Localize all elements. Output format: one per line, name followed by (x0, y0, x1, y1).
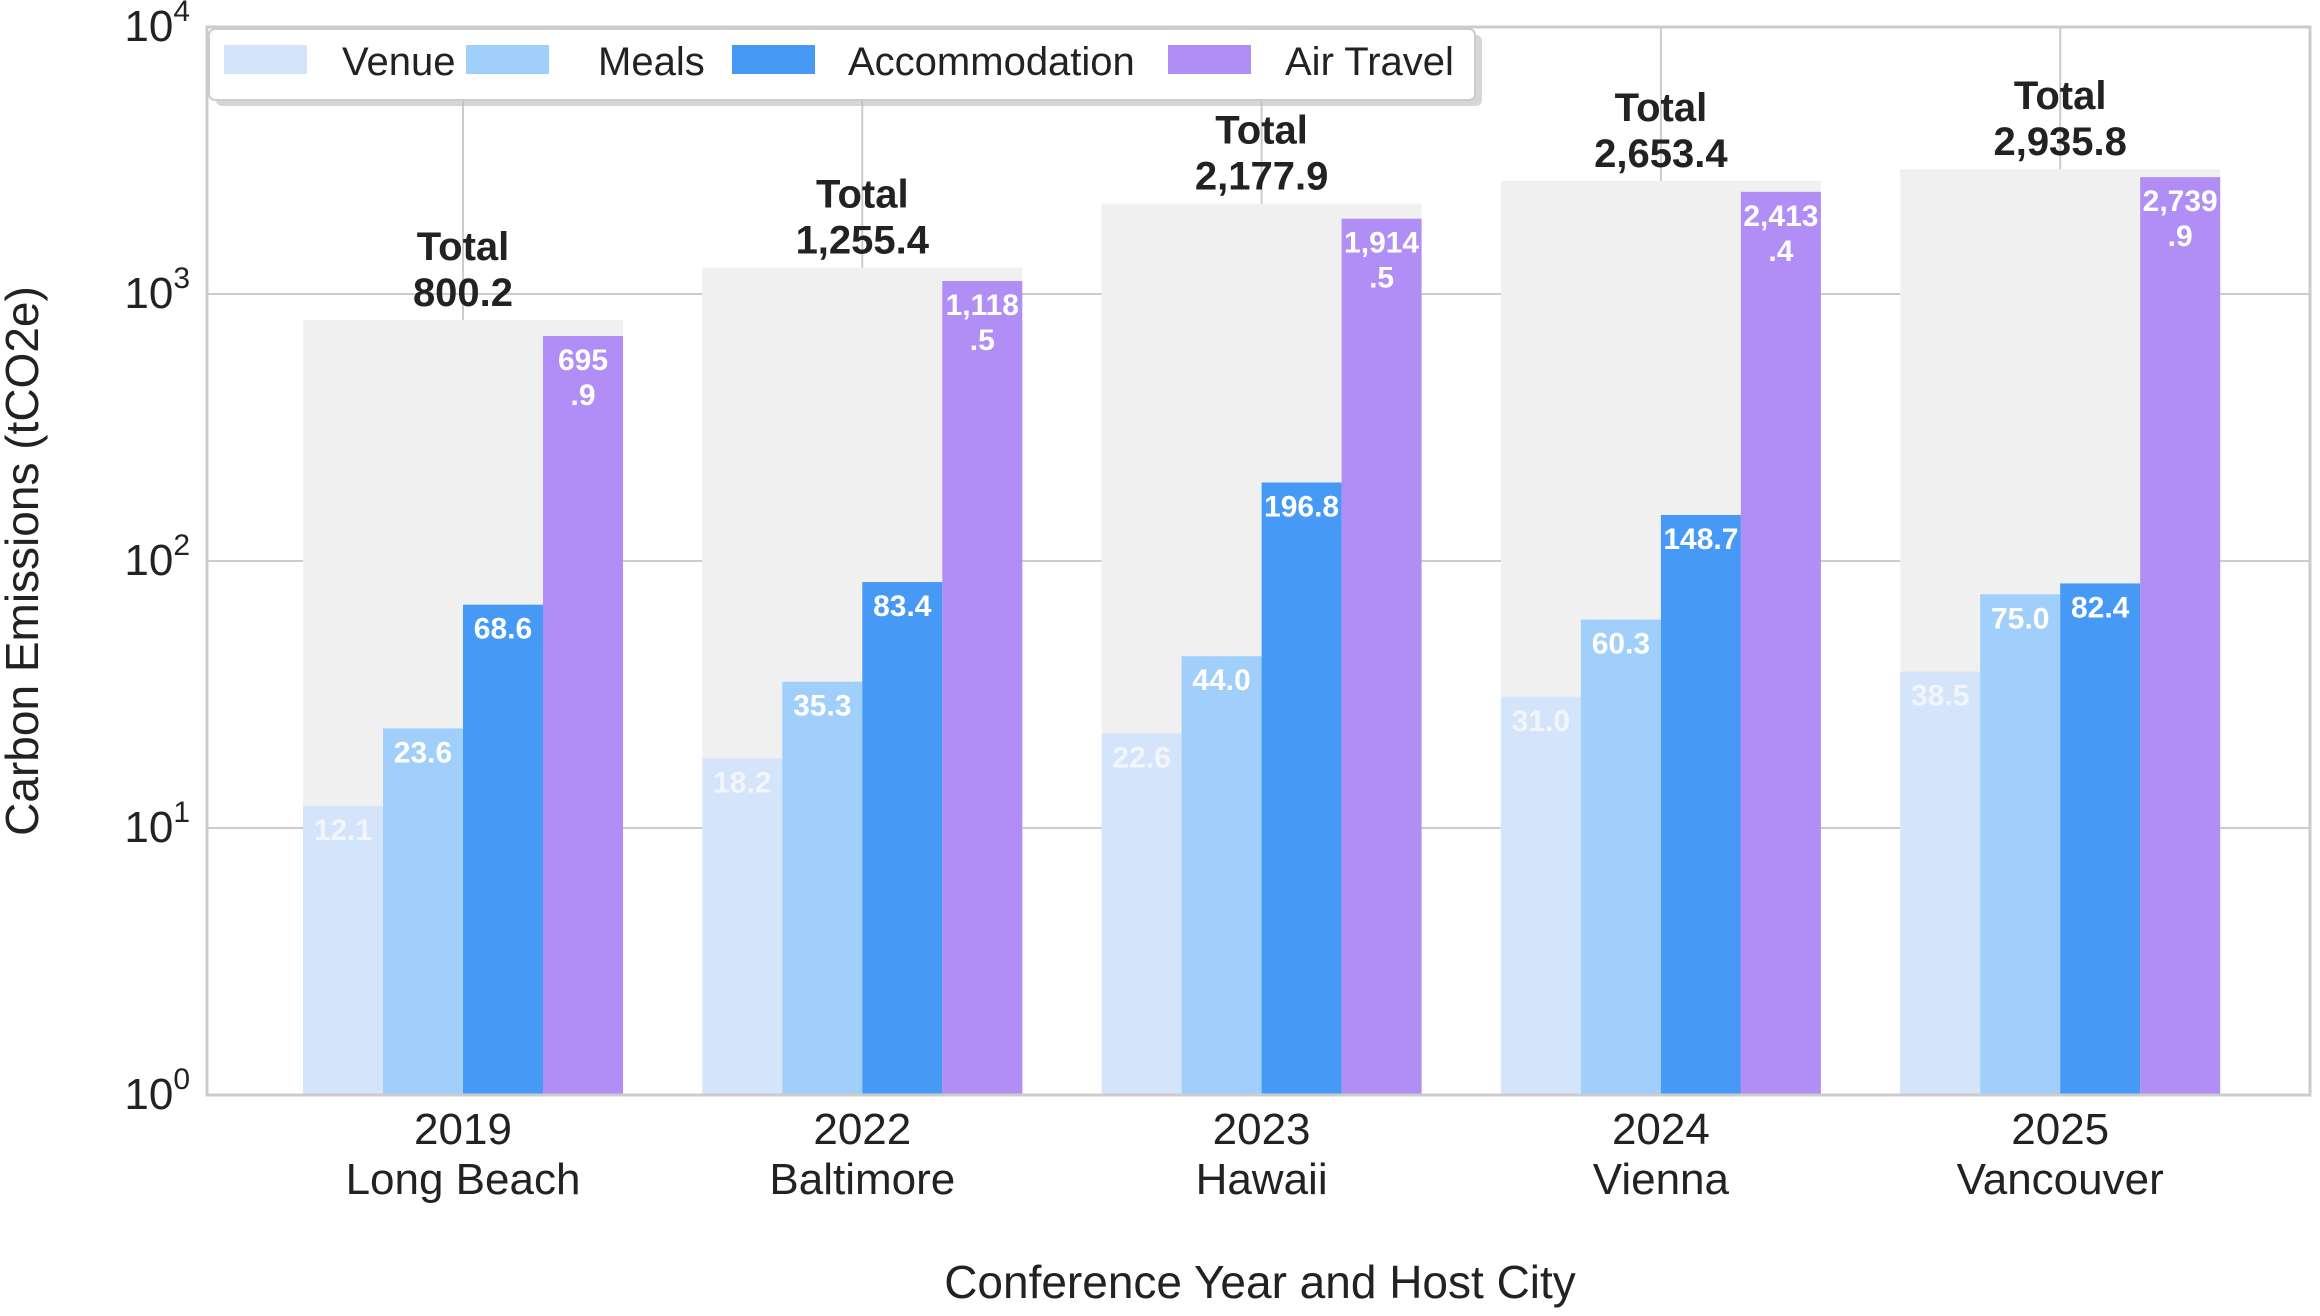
data-label: 38.5 (1911, 680, 1969, 713)
bar-air-travel (2140, 177, 2221, 1096)
data-label: 68.6 (474, 613, 532, 646)
x-tick-city: Hawaii (1196, 1155, 1328, 1204)
x-axis-title: Conference Year and Host City (944, 1256, 1576, 1308)
y-tick-label: 102 (124, 529, 190, 585)
bar-venue (1900, 671, 1981, 1095)
bar-meals (1181, 656, 1262, 1095)
x-tick-year: 2019 (414, 1105, 512, 1154)
x-tick-year: 2022 (813, 1105, 911, 1154)
total-value: 800.2 (413, 271, 513, 315)
y-tick-label: 101 (124, 796, 190, 852)
data-label: 148.7 (1663, 523, 1738, 556)
data-label: .5 (1369, 262, 1394, 295)
legend-label-venue: Venue (342, 40, 455, 84)
legend-label-meals: Meals (598, 40, 705, 84)
bar-air-travel (543, 336, 623, 1095)
total-heading: Total (816, 173, 909, 217)
x-tick-year: 2025 (2011, 1105, 2109, 1154)
legend-label-accommodation: Accommodation (848, 40, 1135, 84)
data-label: .5 (970, 324, 995, 357)
plot-frame (205, 25, 2312, 1097)
bar-accommodation (463, 604, 543, 1095)
bar-air-travel (942, 281, 1023, 1096)
bar-venue (1500, 696, 1581, 1095)
total-heading: Total (2014, 74, 2107, 118)
bar-air-travel (1740, 191, 1821, 1095)
bar-meals (1980, 594, 2061, 1095)
bar-accommodation (2060, 583, 2141, 1095)
legend-swatch-air-travel (1168, 45, 1251, 74)
legend-swatch-venue (224, 45, 307, 74)
bar-air-travel (1341, 218, 1422, 1095)
x-tick-city: Vancouver (1957, 1155, 2164, 1204)
bar-accommodation (862, 582, 943, 1095)
y-tick-label: 100 (124, 1063, 190, 1119)
legend: Venue Meals Accommodation Air Travel (208, 28, 1482, 106)
bar-venue (1101, 733, 1182, 1095)
bar-venue (303, 805, 383, 1095)
bar-venue (702, 758, 783, 1095)
bars (303, 169, 2221, 1096)
y-axis-title: Carbon Emissions (tCO2e) (0, 286, 48, 836)
legend-swatch-meals (466, 45, 549, 74)
data-label: 31.0 (1512, 705, 1570, 738)
data-label: 75.0 (1991, 602, 2049, 635)
total-heading: Total (1615, 86, 1708, 130)
bar-accommodation (1261, 482, 1342, 1095)
y-tick-label: 104 (124, 0, 190, 51)
data-label: 23.6 (394, 736, 452, 769)
data-label: 695 (558, 344, 608, 377)
total-value: 1,255.4 (796, 219, 930, 263)
x-tick-city: Vienna (1593, 1155, 1730, 1204)
data-label: 1,914 (1344, 227, 1419, 260)
total-value: 2,935.8 (1993, 120, 2126, 164)
data-label: 83.4 (873, 590, 932, 623)
data-label: .4 (1768, 235, 1793, 268)
x-tick-city: Baltimore (769, 1155, 955, 1204)
labels: 100 101 102 103 104 12.1 18.2 22.6 31.0 38.5 23.6 3… (124, 0, 2217, 1204)
bar-meals (1580, 619, 1661, 1095)
x-tick-year: 2024 (1612, 1105, 1710, 1154)
legend-label-air-travel: Air Travel (1285, 40, 1454, 84)
bar-meals (383, 728, 463, 1095)
x-tick-city: Long Beach (346, 1155, 581, 1204)
data-label: .9 (570, 379, 595, 412)
bar-accommodation (1660, 514, 1741, 1095)
data-label: 35.3 (793, 690, 851, 723)
data-label: 2,739 (2143, 185, 2218, 218)
data-label: 196.8 (1264, 490, 1339, 523)
legend-swatch-accommodation (732, 45, 815, 74)
total-value: 2,653.4 (1594, 132, 1728, 176)
bar-meals (782, 681, 863, 1095)
data-label: 1,118 (946, 289, 1019, 322)
data-label: 12.1 (314, 814, 372, 847)
data-label: .9 (2168, 220, 2193, 253)
data-label: 44.0 (1192, 664, 1250, 697)
data-label: 22.6 (1112, 741, 1170, 774)
y-tick-label: 103 (124, 262, 190, 318)
data-label: 82.4 (2071, 591, 2130, 624)
total-heading: Total (1215, 109, 1308, 153)
total-heading: Total (417, 225, 510, 269)
total-value: 2,177.9 (1195, 155, 1328, 199)
data-label: 2,413 (1743, 200, 1818, 233)
x-tick-year: 2023 (1213, 1105, 1311, 1154)
data-label: 60.3 (1592, 628, 1650, 661)
data-label: 18.2 (713, 767, 771, 800)
